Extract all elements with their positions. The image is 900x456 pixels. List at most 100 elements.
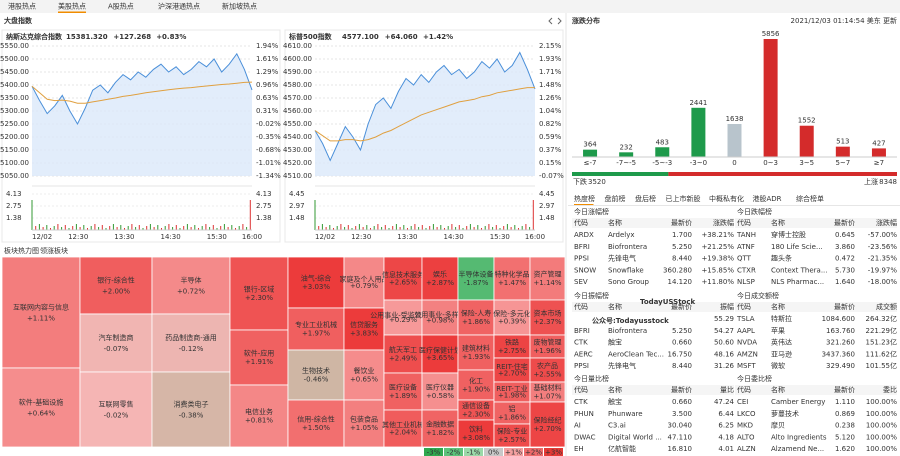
sector-tile[interactable]: [151, 256, 231, 315]
sector-change: +2.49%: [389, 355, 417, 363]
table-title: 今日成交额榜: [737, 291, 779, 300]
sector-tile[interactable]: [1, 256, 81, 369]
sector-tile[interactable]: [343, 256, 385, 309]
sector-tile[interactable]: [529, 299, 566, 336]
table-cell: 6.44: [718, 410, 734, 418]
sector-tile[interactable]: [383, 299, 423, 336]
index-change-pct: +1.42%: [423, 33, 453, 41]
sector-name: 电信业务: [245, 407, 273, 416]
sector-tile[interactable]: [287, 256, 345, 309]
tab[interactable]: A股热点: [108, 2, 134, 11]
ranking-tab[interactable]: 热度榜: [574, 194, 595, 203]
sector-tile[interactable]: [343, 307, 385, 351]
x-tick-label: 16:00: [242, 233, 262, 241]
sector-change: +1.14%: [533, 279, 561, 287]
table-cell: +21.25%: [701, 243, 734, 251]
sector-tile[interactable]: [79, 371, 153, 448]
bar: [835, 146, 850, 157]
sector-change: -1.87%: [464, 279, 489, 287]
table-cell: 100.00%: [866, 433, 897, 441]
sector-tile[interactable]: [343, 399, 385, 448]
sector-tile[interactable]: [421, 299, 459, 336]
table-header: 代码: [737, 385, 751, 394]
volume-tick-label: 4.45: [539, 190, 555, 198]
tab[interactable]: 新加坡热点: [222, 2, 257, 11]
ranking-tab[interactable]: 已上市新股: [666, 194, 701, 203]
sector-tile[interactable]: [287, 349, 345, 401]
y-tick-label: 4510.00: [283, 172, 312, 180]
sector-tile[interactable]: [151, 313, 231, 373]
tab[interactable]: 沪深港通热点: [158, 2, 200, 11]
sector-tile[interactable]: [493, 357, 531, 383]
sector-name: 保险-多元化: [493, 309, 531, 318]
ranking-tab[interactable]: 综合榜单: [796, 194, 824, 203]
sector-change: +2.37%: [533, 318, 561, 326]
bar: [799, 125, 814, 157]
pct-tick-label: 0.37%: [539, 146, 562, 154]
sector-name: 铁路: [505, 338, 519, 347]
table-cell: NLSP: [737, 278, 755, 286]
up-count: 8348: [879, 178, 897, 186]
y-tick-label: 15550.00: [0, 42, 29, 50]
ranking-tab[interactable]: 中概私有化: [709, 194, 744, 203]
sector-tile[interactable]: [1, 367, 81, 448]
bar-category: 0: [732, 159, 736, 167]
sector-name: 医疗仪器: [426, 383, 454, 392]
sector-tile[interactable]: [421, 372, 459, 411]
sector-tile[interactable]: [151, 371, 231, 448]
table-header: 振幅: [720, 302, 734, 311]
sector-tile[interactable]: [383, 409, 423, 448]
next-arrow[interactable]: [557, 17, 562, 25]
index-price: 4577.100: [342, 33, 379, 41]
ranking-tab[interactable]: 盘后榜: [635, 194, 656, 203]
sector-change: +1.86%: [498, 414, 526, 422]
sector-tile[interactable]: [383, 334, 423, 374]
sector-tile[interactable]: [229, 384, 289, 448]
y-tick-label: 15350.00: [0, 94, 29, 102]
sector-tile[interactable]: [421, 256, 459, 301]
ranking-tab[interactable]: 盘前榜: [605, 194, 626, 203]
table-header: 最新价: [834, 302, 855, 311]
tab[interactable]: 美股热点: [58, 2, 86, 11]
sector-name: 信用-综合性: [297, 415, 335, 424]
table-cell: Alzamend Ne...: [771, 445, 824, 453]
sector-tile[interactable]: [79, 313, 153, 373]
table-cell: 264.32亿: [866, 314, 898, 323]
sector-tile[interactable]: [383, 256, 423, 301]
table-cell: 0.645: [835, 231, 855, 239]
table-header-bg: [572, 302, 734, 312]
prev-arrow[interactable]: [548, 17, 553, 25]
table-cell: 亚马逊: [771, 349, 792, 358]
tab-underline: [574, 204, 594, 206]
table-cell: DWAC: [574, 433, 596, 441]
bar-category: -5~-3: [652, 159, 672, 167]
ranking-tab[interactable]: 港股ADR: [753, 194, 782, 203]
bar: [655, 147, 670, 157]
tab[interactable]: 港股热点: [8, 2, 36, 11]
sector-tile[interactable]: [421, 334, 459, 374]
table-cell: 0.238: [835, 422, 855, 430]
bar-value: 483: [656, 138, 669, 146]
bar-category: -3~0: [690, 159, 707, 167]
sector-change: +2.75%: [498, 347, 526, 355]
heatmap-tab[interactable]: 领涨板块: [40, 246, 68, 255]
x-tick-label: 14:30: [444, 233, 464, 241]
sector-tile[interactable]: [229, 256, 289, 331]
sector-tile[interactable]: [79, 256, 153, 315]
table-cell: 特斯拉: [771, 314, 792, 323]
table-cell: 3.500: [672, 410, 692, 418]
sector-change: +3.65%: [426, 354, 454, 362]
table-header: 代码: [574, 385, 588, 394]
section-title: 涨跌分布: [572, 16, 600, 25]
sector-tile[interactable]: [529, 256, 566, 301]
sector-tile[interactable]: [457, 369, 495, 401]
table-cell: CEI: [737, 398, 748, 406]
bar-value: 2441: [689, 99, 707, 107]
table-cell: 221.29亿: [866, 326, 898, 335]
y-tick-label: 15100.00: [0, 159, 29, 167]
bar: [763, 39, 778, 157]
table-header: 涨跌幅: [713, 218, 734, 227]
sector-tile[interactable]: [529, 357, 566, 383]
sector-tile[interactable]: [529, 401, 566, 448]
sector-name: REIT-住宅: [496, 362, 528, 371]
